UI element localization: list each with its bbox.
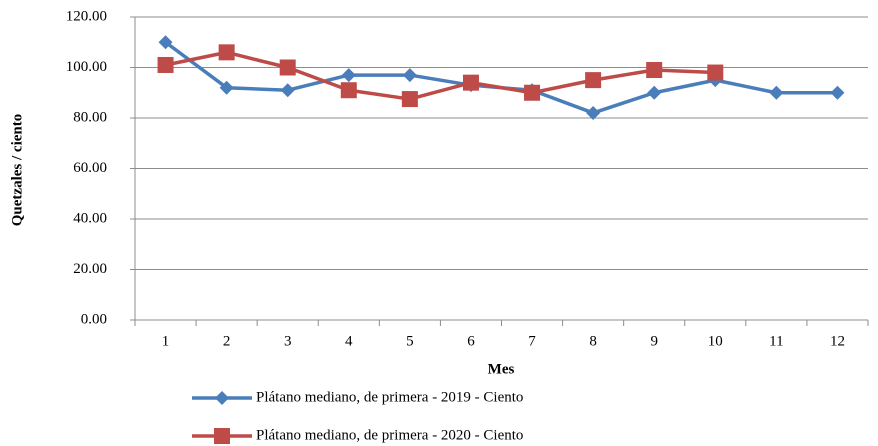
x-tick-label: 6 (467, 333, 475, 349)
legend-marker (214, 428, 230, 444)
point (769, 85, 784, 100)
x-tick-label: 1 (162, 333, 170, 349)
point (340, 82, 357, 99)
x-tick-label: 4 (345, 333, 353, 349)
point (524, 84, 541, 101)
y-tick-label: 40.00 (73, 210, 107, 226)
y-tick-label: 0.00 (81, 311, 107, 327)
y-axis-title: Quetzales / ciento (9, 114, 25, 226)
point (280, 83, 295, 98)
legend-label: Plátano mediano, de primera - 2019 - Cie… (256, 389, 523, 405)
y-tick-label: 100.00 (66, 59, 107, 75)
x-tick-label: 7 (528, 333, 536, 349)
y-tick-label: 80.00 (73, 109, 107, 125)
point (401, 91, 418, 108)
x-axis-title: Mes (488, 361, 515, 377)
point (341, 68, 356, 83)
series-line (164, 40, 838, 115)
point (586, 105, 601, 120)
point (219, 80, 234, 95)
x-tick-label: 8 (589, 333, 597, 349)
point (646, 62, 663, 79)
x-tick-label: 10 (708, 333, 723, 349)
x-tick-label: 9 (650, 333, 658, 349)
x-tick-label: 2 (223, 333, 231, 349)
point (157, 56, 174, 73)
x-tick-label: 3 (284, 333, 292, 349)
y-tick-label: 20.00 (73, 261, 107, 277)
y-tick-label: 120.00 (66, 8, 107, 24)
x-tick-label: 12 (830, 333, 845, 349)
point (218, 44, 235, 61)
point (707, 64, 724, 81)
point (279, 59, 296, 76)
x-tick-label: 11 (769, 333, 783, 349)
point (462, 74, 479, 91)
y-tick-label: 60.00 (73, 160, 107, 176)
series-line (165, 50, 716, 101)
x-tick-label: 5 (406, 333, 414, 349)
point (402, 68, 417, 83)
point (158, 35, 173, 50)
point (647, 85, 662, 100)
point (585, 72, 602, 89)
legend-marker (215, 391, 229, 405)
point (830, 85, 845, 100)
legend-label: Plátano mediano, de primera - 2020 - Cie… (256, 427, 523, 443)
